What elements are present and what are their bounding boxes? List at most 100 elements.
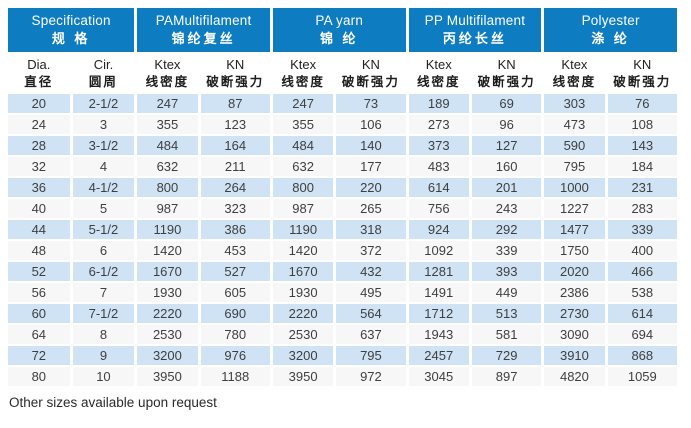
table-cell: 44 xyxy=(8,220,70,239)
table-cell: 24 xyxy=(8,115,70,134)
table-cell: 211 xyxy=(200,157,270,176)
col-header-kn-4: KN 破断强力 xyxy=(607,54,677,92)
table-cell: 1712 xyxy=(408,304,469,323)
table-cell: 4820 xyxy=(544,367,605,386)
table-cell: 48 xyxy=(8,241,70,260)
table-cell: 1092 xyxy=(408,241,469,260)
table-cell: 1930 xyxy=(272,283,334,302)
col-header-ktex-2: Ktex 线密度 xyxy=(272,54,334,92)
group-label-cn: 规 格 xyxy=(51,31,91,46)
table-cell: 400 xyxy=(607,241,677,260)
table-row: 24 3 355 123 355 106 273 96 473 108 xyxy=(8,115,677,134)
table-cell: 8 xyxy=(72,325,135,344)
table-cell: 614 xyxy=(408,178,469,197)
table-cell: 6 xyxy=(72,241,135,260)
table-cell: 581 xyxy=(471,325,542,344)
table-cell: 484 xyxy=(272,136,334,155)
table-cell: 2730 xyxy=(544,304,605,323)
table-row: 64 8 2530 780 2530 637 1943 581 3090 694 xyxy=(8,325,677,344)
group-header-polyester: Polyester 涤 纶 xyxy=(544,8,677,52)
table-cell: 10 xyxy=(72,367,135,386)
table-cell: 1943 xyxy=(408,325,469,344)
table-row: 44 5-1/2 1190 386 1190 318 924 292 1477 339 xyxy=(8,220,677,239)
table-row: 80 10 3950 1188 3950 972 3045 897 4820 1059 xyxy=(8,367,677,386)
table-cell: 976 xyxy=(200,346,270,365)
table-cell: 1190 xyxy=(272,220,334,239)
table-cell: 127 xyxy=(471,136,542,155)
group-label-en: PA yarn xyxy=(315,13,364,28)
table-header: Specification 规 格 PAMultifilament 锦纶复丝 P… xyxy=(8,8,677,92)
table-cell: 2020 xyxy=(544,262,605,281)
table-cell: 231 xyxy=(607,178,677,197)
table-row: 56 7 1930 605 1930 495 1491 449 2386 538 xyxy=(8,283,677,302)
table-cell: 40 xyxy=(8,199,70,218)
table-body: 20 2-1/2 247 87 247 73 189 69 303 76 24 3 355 123 355 1… xyxy=(8,94,677,386)
table-cell: 69 xyxy=(471,94,542,113)
table-cell: 339 xyxy=(471,241,542,260)
table-row: 36 4-1/2 800 264 800 220 614 201 1000 231 xyxy=(8,178,677,197)
table-cell: 473 xyxy=(544,115,605,134)
table-cell: 795 xyxy=(544,157,605,176)
table-cell: 2386 xyxy=(544,283,605,302)
group-label-en: Specification xyxy=(31,13,111,28)
table-cell: 1190 xyxy=(137,220,198,239)
table-cell: 28 xyxy=(8,136,70,155)
table-cell: 495 xyxy=(336,283,406,302)
table-cell: 800 xyxy=(137,178,198,197)
table-cell: 2530 xyxy=(137,325,198,344)
table-cell: 189 xyxy=(408,94,469,113)
col-header-kn-2: KN 破断强力 xyxy=(336,54,406,92)
group-header-pa-multifilament: PAMultifilament 锦纶复丝 xyxy=(137,8,270,52)
group-header-pp-multifilament: PP Multifilament 丙纶长丝 xyxy=(408,8,542,52)
table-cell: 164 xyxy=(200,136,270,155)
table-cell: 20 xyxy=(8,94,70,113)
table-cell: 6-1/2 xyxy=(72,262,135,281)
col-header-kn-3: KN 破断强力 xyxy=(471,54,542,92)
table-cell: 538 xyxy=(607,283,677,302)
table-cell: 2-1/2 xyxy=(72,94,135,113)
table-cell: 32 xyxy=(8,157,70,176)
table-cell: 87 xyxy=(200,94,270,113)
table-cell: 868 xyxy=(607,346,677,365)
table-cell: 2530 xyxy=(272,325,334,344)
table-cell: 355 xyxy=(137,115,198,134)
table-cell: 3950 xyxy=(137,367,198,386)
table-cell: 247 xyxy=(137,94,198,113)
table-cell: 3950 xyxy=(272,367,334,386)
table-row: 48 6 1420 453 1420 372 1092 339 1750 400 xyxy=(8,241,677,260)
table-cell: 1670 xyxy=(272,262,334,281)
table-cell: 143 xyxy=(607,136,677,155)
table-cell: 3200 xyxy=(272,346,334,365)
table-cell: 432 xyxy=(336,262,406,281)
table-cell: 3 xyxy=(72,115,135,134)
group-label-cn: 涤 纶 xyxy=(591,31,630,46)
table-cell: 483 xyxy=(408,157,469,176)
table-cell: 3-1/2 xyxy=(72,136,135,155)
table-cell: 72 xyxy=(8,346,70,365)
table-cell: 2220 xyxy=(272,304,334,323)
group-header-specification: Specification 规 格 xyxy=(8,8,135,52)
table-cell: 564 xyxy=(336,304,406,323)
group-label-cn: 锦纶复丝 xyxy=(171,31,236,46)
table-cell: 1420 xyxy=(137,241,198,260)
table-cell: 1188 xyxy=(200,367,270,386)
table-cell: 1477 xyxy=(544,220,605,239)
table-cell: 897 xyxy=(471,367,542,386)
table-cell: 201 xyxy=(471,178,542,197)
table-cell: 76 xyxy=(607,94,677,113)
table-row: 28 3-1/2 484 164 484 140 373 127 590 143 xyxy=(8,136,677,155)
col-header-cir: Cir. 圆周 xyxy=(72,54,135,92)
table-cell: 605 xyxy=(200,283,270,302)
table-cell: 972 xyxy=(336,367,406,386)
col-header-dia: Dia. 直径 xyxy=(8,54,70,92)
group-header-row: Specification 规 格 PAMultifilament 锦纶复丝 P… xyxy=(8,8,677,52)
table-cell: 5-1/2 xyxy=(72,220,135,239)
table-cell: 632 xyxy=(272,157,334,176)
table-cell: 292 xyxy=(471,220,542,239)
table-cell: 243 xyxy=(471,199,542,218)
table-cell: 160 xyxy=(471,157,542,176)
table-cell: 1750 xyxy=(544,241,605,260)
table-cell: 7 xyxy=(72,283,135,302)
table-cell: 3045 xyxy=(408,367,469,386)
